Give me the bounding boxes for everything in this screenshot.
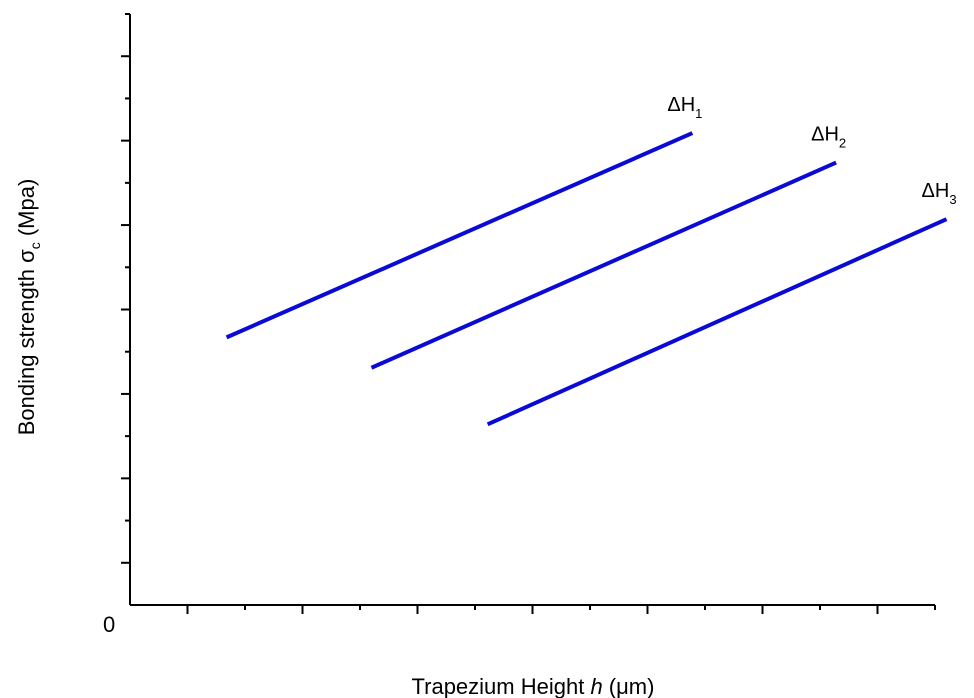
series-label-sub-1: 1 (695, 106, 702, 121)
y-axis-title-prefix: Bonding strength (14, 263, 39, 435)
x-axis-title-variable: h (590, 674, 602, 698)
series-label-3: ΔH3 (922, 180, 957, 207)
x-axis-title-unit: (μm) (603, 674, 655, 698)
y-axis-title-variable: σ (14, 249, 39, 263)
series-line-2 (370, 160, 837, 370)
series-line-3 (486, 217, 948, 427)
series-line-1 (225, 131, 694, 340)
series-label-name-2: ΔH (811, 124, 839, 146)
series-label-sub-3: 3 (949, 192, 956, 207)
series-label-2: ΔH2 (811, 124, 846, 151)
x-axis-title: Trapezium Height h (μm) (412, 674, 655, 698)
ticks (121, 13, 936, 614)
series-label-sub-2: 2 (839, 136, 846, 151)
axes (129, 14, 935, 606)
series-label-name-3: ΔH (922, 180, 950, 202)
origin-label: 0 (103, 612, 115, 637)
y-axis-title: Bonding strength σc (Mpa) (14, 179, 43, 436)
x-axis-title-prefix: Trapezium Height (412, 674, 591, 698)
series-lines (225, 131, 948, 427)
y-axis-title-subscript: c (27, 242, 43, 249)
series-label-1: ΔH1 (667, 94, 702, 121)
y-axis-title-unit: (Mpa) (14, 179, 39, 243)
series-label-name-1: ΔH (667, 94, 695, 116)
